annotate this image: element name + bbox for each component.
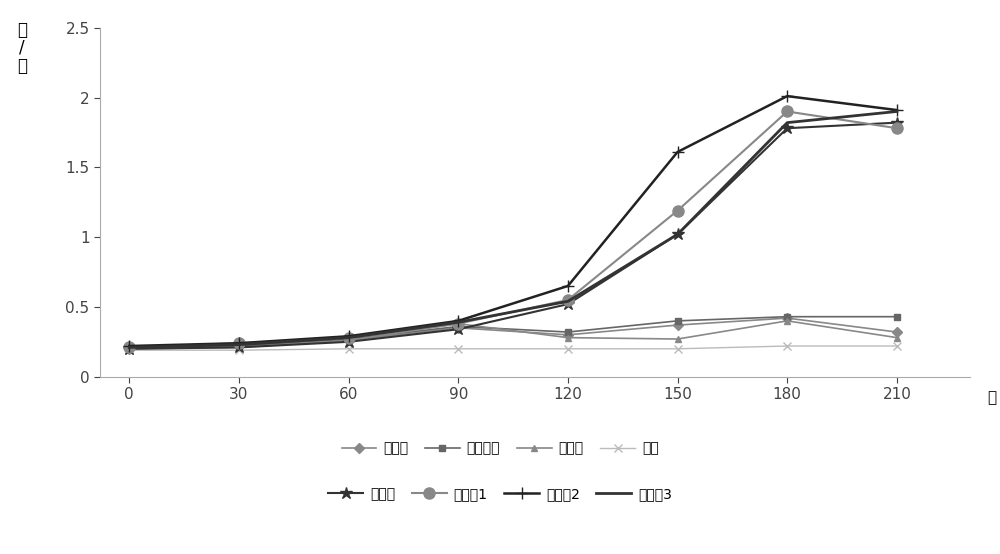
- Text: 亿
/
克: 亿 / 克: [17, 20, 27, 75]
- Text: 天: 天: [987, 390, 997, 405]
- Legend: 腐植酸, 实施例1, 实施例2, 实施例3: 腐植酸, 实施例1, 实施例2, 实施例3: [323, 481, 678, 506]
